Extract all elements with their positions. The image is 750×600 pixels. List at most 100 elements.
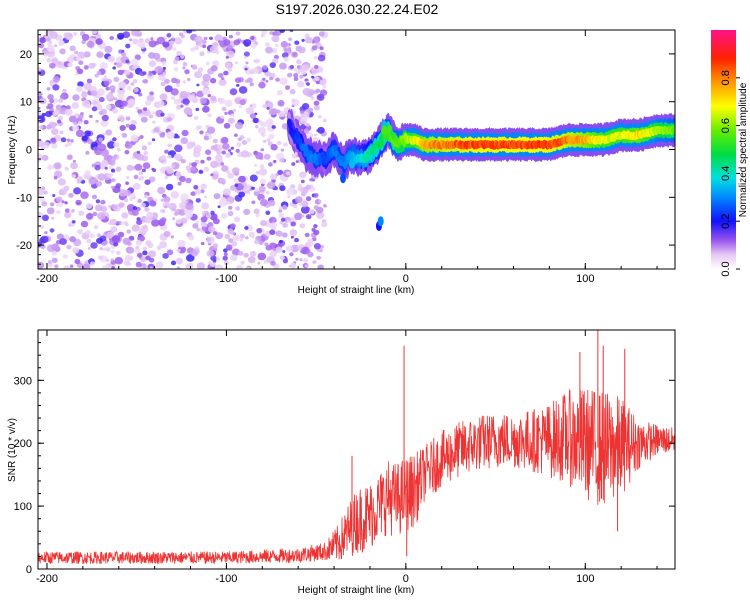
noise-speckle — [192, 150, 201, 158]
noise-speckle — [184, 208, 191, 215]
noise-speckle — [271, 125, 276, 129]
noise-speckle — [99, 247, 103, 251]
noise-speckle — [131, 58, 139, 66]
noise-speckle — [134, 163, 143, 171]
noise-speckle — [98, 255, 103, 260]
noise-speckle — [106, 105, 112, 110]
noise-speckle — [290, 230, 297, 237]
noise-speckle — [217, 205, 221, 209]
noise-speckle — [148, 70, 152, 74]
snr-plot: -200 -100 0 100 0 100 200 300 Height of straigh… — [7, 329, 676, 596]
noise-speckle — [98, 137, 103, 142]
noise-speckle — [106, 231, 114, 239]
noise-speckle — [136, 206, 141, 212]
noise-speckle — [85, 203, 93, 209]
noise-speckle — [75, 129, 84, 138]
noise-speckle — [164, 175, 168, 180]
noise-speckle — [225, 244, 233, 251]
noise-speckle — [289, 64, 295, 70]
noise-speckle — [278, 213, 285, 219]
noise-speckle — [81, 91, 88, 98]
noise-speckle — [94, 164, 101, 171]
noise-speckle — [283, 56, 290, 62]
noise-speckle — [203, 166, 210, 172]
noise-speckle — [190, 191, 196, 196]
noise-speckle — [38, 125, 44, 130]
noise-speckle — [277, 100, 285, 107]
noise-speckle — [301, 246, 310, 255]
noise-speckle — [187, 77, 191, 82]
noise-speckle — [117, 231, 125, 238]
noise-speckle — [59, 130, 64, 135]
noise-speckle — [51, 216, 55, 220]
y-tick-label: 300 — [14, 375, 32, 387]
noise-speckle — [186, 144, 193, 150]
noise-speckle — [316, 255, 322, 260]
noise-speckle — [118, 202, 125, 208]
noise-speckle — [311, 67, 319, 75]
noise-speckle — [299, 124, 306, 130]
noise-speckle — [176, 50, 182, 56]
noise-speckle — [251, 67, 259, 74]
noise-speckle — [279, 30, 286, 33]
noise-speckle — [38, 188, 45, 196]
noise-speckle — [153, 127, 160, 133]
noise-speckle — [123, 260, 130, 266]
noise-speckle — [59, 238, 67, 246]
noise-speckle — [58, 40, 65, 46]
noise-speckle — [52, 76, 61, 83]
noise-speckle — [154, 198, 158, 202]
noise-speckle — [221, 115, 225, 119]
y-tick-label: 10 — [20, 97, 32, 109]
noise-speckle — [166, 131, 175, 139]
noise-speckle — [246, 137, 252, 143]
noise-speckle — [220, 136, 229, 144]
noise-speckle — [124, 189, 131, 197]
noise-speckle — [131, 30, 140, 37]
noise-speckle — [41, 200, 48, 207]
noise-speckle — [196, 262, 205, 269]
noise-speckle — [209, 45, 219, 54]
noise-speckle — [268, 133, 275, 140]
snr-ylabel: SNR (10 * v/v) — [7, 418, 18, 482]
noise-speckle — [304, 232, 310, 238]
noise-speckle — [199, 51, 205, 57]
noise-speckle — [58, 116, 63, 121]
noise-speckle — [244, 225, 249, 230]
noise-speckle — [49, 202, 55, 207]
noise-speckle — [178, 32, 184, 37]
noise-speckle — [318, 199, 322, 203]
noise-speckle — [301, 103, 310, 110]
noise-speckle — [124, 254, 132, 262]
noise-speckle — [40, 225, 44, 229]
noise-speckle — [100, 199, 106, 205]
noise-speckle — [291, 98, 296, 103]
noise-speckle — [277, 169, 284, 176]
noise-speckle — [212, 243, 219, 249]
noise-speckle — [250, 43, 257, 49]
noise-speckle — [283, 142, 288, 147]
noise-speckle — [200, 183, 207, 190]
noise-speckle — [137, 252, 143, 258]
noise-speckle — [69, 236, 76, 243]
noise-speckle — [121, 212, 129, 219]
x-tick-label: -200 — [36, 273, 58, 285]
noise-speckle — [69, 264, 74, 268]
noise-speckle — [198, 169, 203, 174]
noise-speckle — [81, 135, 88, 142]
noise-speckle — [285, 245, 293, 252]
noise-speckle — [296, 65, 301, 69]
noise-speckle — [112, 137, 117, 142]
noise-speckle — [142, 250, 148, 256]
noise-speckle — [108, 204, 112, 208]
noise-speckle — [149, 114, 154, 119]
noise-speckle — [117, 92, 125, 99]
noise-speckle — [41, 112, 46, 117]
noise-speckle — [53, 162, 62, 170]
noise-speckle — [171, 164, 175, 168]
noise-speckle — [195, 198, 201, 203]
noise-speckle — [148, 40, 157, 48]
noise-speckle — [264, 42, 270, 47]
noise-speckle — [304, 206, 310, 212]
noise-speckle — [280, 116, 284, 120]
